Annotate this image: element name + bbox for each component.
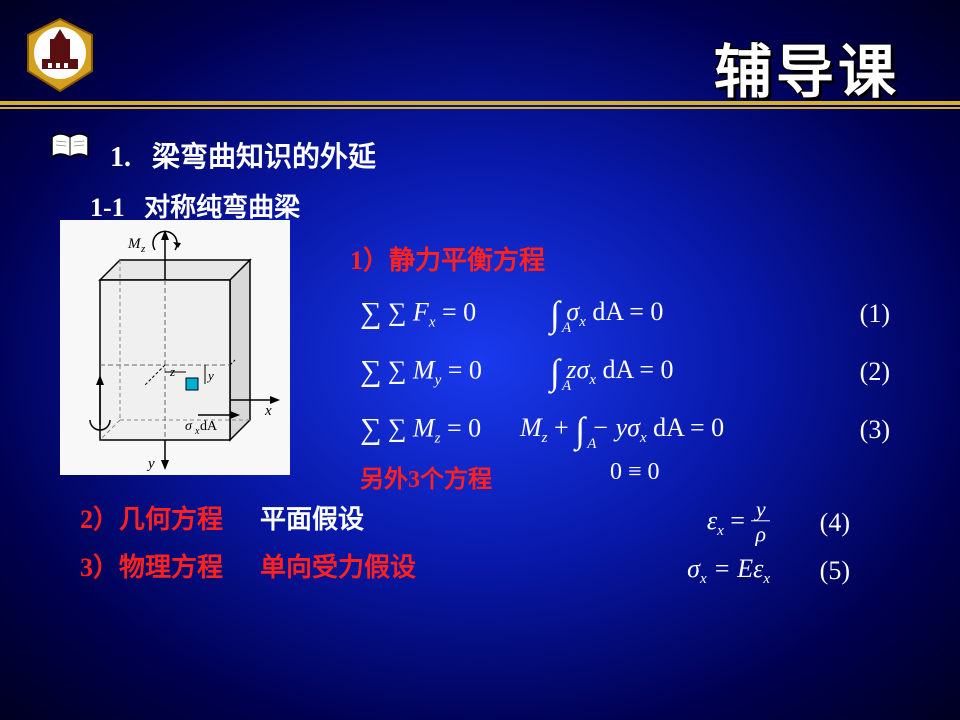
eq-heading-num: 1 xyxy=(350,246,363,275)
eq3-M: M xyxy=(520,413,542,442)
heading-1: 1. 梁弯曲知识的外延 xyxy=(110,135,910,175)
physical-equation-row: 3）物理方程 单向受力假设 σx = Eεx (5) xyxy=(80,547,850,595)
eq2-lhs-rhs: = 0 xyxy=(441,355,482,384)
slide-content: 1. 梁弯曲知识的外延 1-1 对称纯弯曲梁 xyxy=(0,105,960,595)
svg-text:y: y xyxy=(206,368,214,383)
geometric-equation-row: 2）几何方程 平面假设 εx = yρ (4) xyxy=(80,499,850,547)
equation-2: ∑ ∑ My = 0 ∫A zσx dA = 0 (2) xyxy=(350,343,890,401)
geom-text: ）几何方程 xyxy=(93,505,223,534)
eq2-body-sub: x xyxy=(589,372,596,388)
heading-1-1: 1-1 对称纯弯曲梁 xyxy=(90,187,910,224)
heading-1-1-text: 对称纯弯曲梁 xyxy=(144,193,300,222)
eq1-int-sub: A xyxy=(562,320,571,337)
geom-eq-number: (4) xyxy=(820,508,850,538)
phys-num: 3 xyxy=(80,553,93,582)
phys-eq-mid: = Eε xyxy=(707,554,764,583)
svg-text:x: x xyxy=(264,403,272,419)
eq3-body: − yσ xyxy=(592,413,640,442)
extra-equations-row: 另外3个方程 0 ≡ 0 xyxy=(350,459,890,499)
eq3-post: dA = 0 xyxy=(647,413,725,442)
slide-header: 辅导课 xyxy=(0,0,960,105)
beam-diagram: M z z y x y σ x dA xyxy=(60,220,290,475)
eq1-lhs-sym: ∑ F xyxy=(388,297,429,326)
phys-eq-number: (5) xyxy=(820,556,850,586)
eq2-number: (2) xyxy=(860,357,890,387)
eq3-lhs-sym: ∑ M xyxy=(388,413,435,442)
book-icon xyxy=(50,131,90,161)
extra-num: 3 xyxy=(408,467,420,493)
equation-3: ∑ ∑ Mz = 0 Mz + ∫A − yσx dA = 0 (3) xyxy=(350,401,890,459)
eq2-post: dA = 0 xyxy=(596,355,674,384)
heading-1-text: 梁弯曲知识的外延 xyxy=(152,142,376,173)
heading-1-number: 1. xyxy=(110,142,131,173)
eq3-number: (3) xyxy=(860,415,890,445)
eq3-int-sub: A xyxy=(587,436,596,453)
extra-post: 个方程 xyxy=(420,467,492,493)
phys-text: ）物理方程 xyxy=(93,553,223,582)
svg-text:dA: dA xyxy=(200,419,218,434)
eq1-number: (1) xyxy=(860,299,890,329)
svg-text:M: M xyxy=(127,236,142,252)
eq3-plus: + xyxy=(548,413,576,442)
eq-heading-text: ）静力平衡方程 xyxy=(363,246,545,275)
geom-eq-lhs: ε xyxy=(707,506,717,535)
heading-1-1-number: 1-1 xyxy=(90,193,125,222)
eq2-lhs-sym: ∑ M xyxy=(388,355,435,384)
eq3-body-sub: x xyxy=(640,430,647,446)
equation-1: ∑ ∑ Fx = 0 ∫A σx dA = 0 (1) xyxy=(350,285,890,343)
phys-eq-1: σ xyxy=(687,554,700,583)
slide-title: 辅导课 xyxy=(714,25,900,109)
svg-text:z: z xyxy=(140,243,146,255)
geom-frac-bot: ρ xyxy=(751,521,770,547)
svg-text:σ: σ xyxy=(185,419,193,434)
extra-equation: 0 ≡ 0 xyxy=(610,459,660,486)
eq1-body-sub: x xyxy=(579,314,586,330)
geom-eq-lhs-sub: x xyxy=(717,523,724,539)
svg-text:y: y xyxy=(146,456,155,472)
geom-assumption: 平面假设 xyxy=(260,499,364,536)
eq1-lhs-rhs: = 0 xyxy=(435,297,476,326)
geom-frac-top: y xyxy=(751,498,770,521)
geom-eq-eq: = xyxy=(724,506,752,535)
eq2-int-sub: A xyxy=(562,378,571,395)
eq1-post: dA = 0 xyxy=(586,297,664,326)
eq3-lhs-rhs: = 0 xyxy=(440,413,481,442)
phys-eq-sub1: x xyxy=(700,571,707,587)
extra-pre: 另外 xyxy=(360,467,408,493)
phys-assumption: 单向受力假设 xyxy=(260,547,416,584)
equilibrium-heading: 1）静力平衡方程 xyxy=(350,240,890,285)
geom-num: 2 xyxy=(80,505,93,534)
institution-logo xyxy=(20,15,100,95)
svg-text:z: z xyxy=(169,364,175,379)
phys-eq-sub2: x xyxy=(763,571,770,587)
